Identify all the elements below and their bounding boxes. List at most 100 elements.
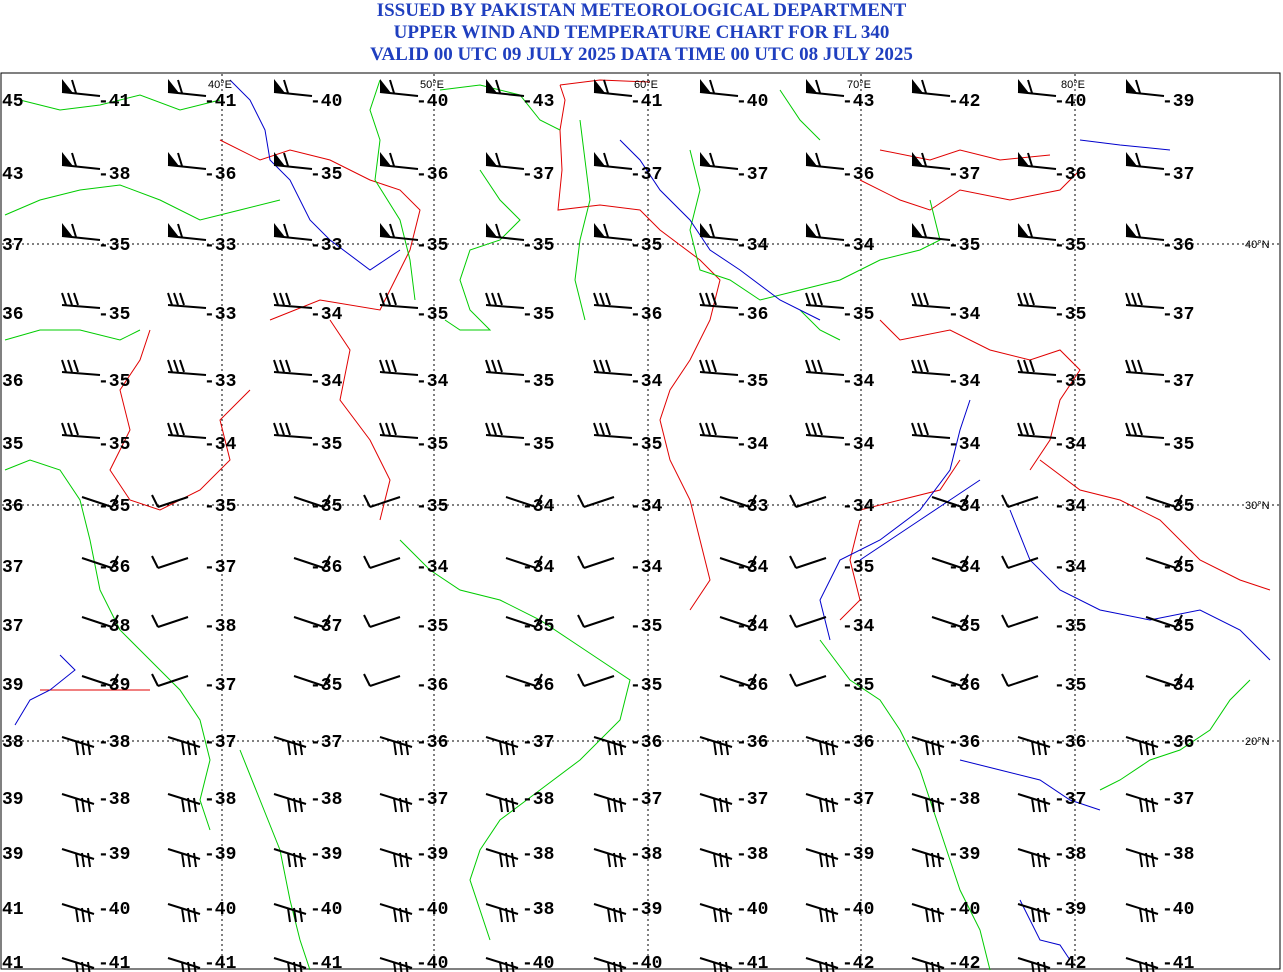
temperature-value: -40: [416, 954, 448, 972]
wind-barb: [273, 79, 313, 97]
longitude-label: 40°E: [208, 79, 232, 91]
temperature-value: -34: [204, 435, 237, 455]
temperature-value: -35: [522, 236, 554, 256]
temperature-value: -36: [1054, 733, 1086, 753]
wind-barb: [379, 957, 413, 972]
temperature-value: -38: [98, 790, 130, 810]
temperature-value: -36: [522, 676, 554, 696]
temperature-value: -36: [416, 733, 448, 753]
longitude-label: 70°E: [847, 79, 871, 91]
wind-barb: [363, 614, 401, 628]
temperature-value: -34: [522, 558, 555, 578]
wind-barb: [577, 555, 615, 569]
temperature-value: -38: [204, 790, 236, 810]
row-lead-temperature: 36: [2, 305, 24, 325]
coastline: [4, 79, 1251, 971]
temperature-value: -37: [310, 617, 342, 637]
temperature-value: -35: [416, 435, 448, 455]
temperature-value: -35: [98, 305, 130, 325]
chart-type-title: UPPER WIND AND TEMPERATURE CHART FOR FL …: [393, 22, 890, 43]
wind-barb: [167, 359, 207, 376]
latitude-label: 40°N: [1245, 239, 1270, 251]
temperature-value: -41: [204, 954, 237, 972]
wind-barb: [363, 494, 401, 508]
temperature-value: -40: [522, 954, 554, 972]
wind-barb: [61, 957, 95, 972]
temperature-value: -40: [310, 900, 342, 920]
temperature-value: -34: [842, 372, 875, 392]
wind-barb: [273, 793, 307, 813]
temperature-value: -40: [416, 900, 448, 920]
temperature-value: -37: [630, 790, 662, 810]
wind-barb: [1145, 555, 1183, 569]
temperature-value: -36: [736, 676, 768, 696]
latitude-label: 30°N: [1245, 500, 1270, 512]
row-lead-temperature: 43: [2, 165, 24, 185]
wind-barb: [293, 673, 331, 687]
temperature-value: -34: [522, 497, 555, 517]
temperature-value: -38: [1162, 845, 1194, 865]
row-lead-temperature: 37: [2, 617, 24, 637]
wind-barb: [61, 223, 101, 241]
wind-barb: [1145, 673, 1183, 687]
temperature-value: -40: [948, 900, 980, 920]
wind-barb: [1001, 555, 1039, 569]
temperature-value: -35: [310, 165, 342, 185]
temperature-value: -35: [630, 236, 662, 256]
longitude-label: 80°E: [1061, 79, 1085, 91]
wind-barb: [805, 957, 839, 972]
temperature-value: -35: [1162, 435, 1194, 455]
wind-barb: [167, 957, 201, 972]
temperature-value: -34: [630, 558, 663, 578]
wind-barb: [1017, 422, 1057, 439]
longitude-label: 50°E: [420, 79, 444, 91]
temperature-value: -39: [842, 845, 874, 865]
temperature-value: -38: [522, 790, 554, 810]
temperature-value: -35: [948, 236, 980, 256]
temperature-value: -34: [736, 558, 769, 578]
temperature-value: -37: [310, 733, 342, 753]
wind-barb: [61, 79, 101, 97]
wind-barb: [61, 903, 95, 923]
wind-barb: [81, 555, 119, 569]
temperature-value: -34: [310, 305, 343, 325]
wind-barb: [911, 957, 945, 972]
temperature-value: -39: [416, 845, 448, 865]
wind-barb: [61, 359, 101, 376]
wind-barb: [593, 292, 633, 309]
wind-barb: [167, 292, 207, 309]
temperature-value: -36: [98, 558, 130, 578]
wind-barb: [1125, 903, 1159, 923]
wind-barb: [1145, 494, 1183, 508]
wind-barb: [1017, 957, 1051, 972]
temperature-value: -43: [522, 92, 554, 112]
wind-barb: [699, 957, 733, 972]
wind-barb: [805, 422, 845, 439]
wind-barb: [699, 903, 733, 923]
temperature-value: -37: [522, 165, 554, 185]
temperature-value: -41: [1162, 954, 1195, 972]
temperature-value: -36: [736, 305, 768, 325]
temperature-value: -35: [630, 435, 662, 455]
temperature-value: -39: [310, 845, 342, 865]
temperature-value: -40: [310, 92, 342, 112]
temperature-value: -34: [1054, 558, 1087, 578]
wind-barb: [1125, 152, 1165, 170]
wind-barb: [1125, 79, 1165, 97]
wind-barb: [485, 359, 525, 376]
wind-barb: [485, 292, 525, 309]
temperature-value: -34: [416, 372, 449, 392]
wind-barb: [593, 359, 633, 376]
temperature-value: -41: [98, 954, 131, 972]
temperature-value: -33: [204, 236, 236, 256]
temperature-value: -35: [948, 617, 980, 637]
temperature-value: -35: [1054, 372, 1086, 392]
temperature-value: -36: [1054, 165, 1086, 185]
temperature-value: -35: [1054, 617, 1086, 637]
wind-barb: [1125, 957, 1159, 972]
temperature-value: -34: [736, 236, 769, 256]
wind-barb: [911, 152, 951, 170]
political-border: [40, 79, 1271, 691]
row-lead-temperature: 41: [2, 954, 24, 972]
temperature-value: -34: [736, 435, 769, 455]
